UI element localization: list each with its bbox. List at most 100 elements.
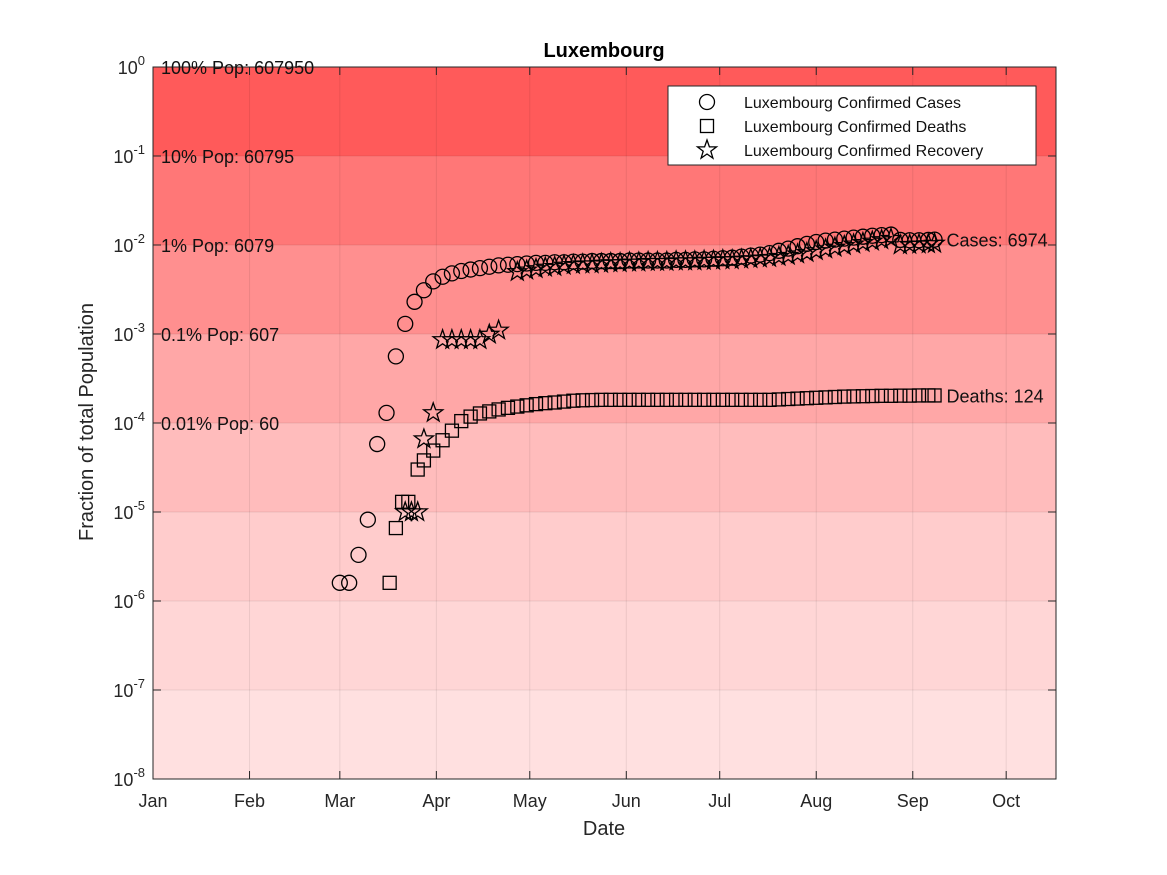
- deaths-point: [547, 395, 562, 410]
- x-tick-label: Aug: [800, 791, 832, 811]
- y-tick-label: 10-6: [113, 587, 145, 612]
- recovery-point: [552, 253, 576, 276]
- deaths-point: [846, 389, 861, 404]
- deaths-point: [500, 400, 516, 415]
- deaths-point: [753, 392, 768, 408]
- recovery-point: [814, 237, 837, 259]
- band-label: 0.1% Pop: 607: [161, 325, 279, 345]
- recovery-point: [655, 249, 679, 272]
- deaths-point: [865, 388, 880, 404]
- band-6: [153, 601, 1056, 690]
- y-tick-label: 10-8: [113, 765, 145, 790]
- recovery-point: [823, 235, 847, 258]
- cases-point: [350, 546, 367, 564]
- cases-point: [462, 261, 479, 278]
- cases-point: [415, 282, 433, 299]
- deaths-point: [650, 392, 665, 408]
- recovery-point: [421, 400, 445, 423]
- series-square: [382, 388, 942, 590]
- cases-point: [406, 293, 423, 310]
- deaths-point: [388, 520, 404, 536]
- deaths-point: [538, 396, 553, 411]
- deaths-point: [799, 391, 815, 406]
- deaths-point: [911, 388, 927, 403]
- legend-box: [667, 85, 1037, 166]
- legend-marker-square: [699, 118, 715, 134]
- band-7: [153, 690, 1056, 779]
- deaths-point: [510, 399, 525, 414]
- cases-point: [387, 348, 405, 365]
- population-bands: [153, 67, 1056, 779]
- x-axis-label: Date: [583, 818, 625, 840]
- deaths-point: [790, 391, 805, 406]
- deaths-point: [883, 388, 899, 403]
- x-tick-label: Jan: [138, 791, 167, 811]
- deaths-point: [725, 392, 740, 408]
- y-tick-label: 10-3: [113, 320, 145, 345]
- recovery-point: [860, 229, 884, 252]
- recovery-point: [608, 250, 632, 273]
- y-tick-label: 10-2: [113, 231, 145, 256]
- data-marks: [331, 226, 946, 591]
- band-3: [153, 334, 1056, 423]
- recovery-point: [505, 259, 529, 282]
- recovery-point: [851, 230, 875, 253]
- recovery-point: [487, 318, 510, 341]
- end-labels: Cases: 6974 Deaths: 124: [947, 231, 1048, 407]
- recovery-point: [399, 500, 423, 522]
- cases-point: [359, 511, 377, 528]
- recovery-point: [406, 500, 430, 522]
- x-tick-label: Sep: [897, 791, 929, 811]
- end-label: Deaths: 124: [947, 386, 1044, 406]
- recovery-point: [590, 251, 613, 274]
- band-label: 10% Pop: 60795: [161, 147, 294, 167]
- y-tick-label: 10-1: [113, 142, 145, 167]
- recovery-point: [477, 322, 501, 345]
- cases-point: [369, 435, 386, 453]
- deaths-point: [855, 389, 871, 404]
- recovery-point: [627, 250, 651, 272]
- y-tick-label: 10-4: [113, 409, 145, 434]
- x-tick-label: Apr: [422, 791, 450, 811]
- band-2: [153, 245, 1056, 334]
- deaths-point: [426, 443, 441, 458]
- cases-point: [499, 256, 517, 273]
- legend-label: Luxembourg Confirmed Cases: [744, 95, 961, 112]
- deaths-point: [566, 393, 581, 408]
- recovery-point: [842, 232, 865, 254]
- recovery-point: [524, 256, 548, 279]
- deaths-point: [454, 413, 469, 429]
- deaths-point: [472, 406, 488, 421]
- deaths-point: [678, 392, 693, 408]
- deaths-point: [382, 575, 397, 590]
- deaths-point: [482, 404, 497, 419]
- x-tick-label: Feb: [234, 791, 265, 811]
- recovery-point: [767, 244, 791, 267]
- legend-marker-star: [695, 138, 719, 160]
- x-tick-label: Jul: [708, 791, 731, 811]
- band-4: [153, 423, 1056, 512]
- recovery-point: [468, 327, 492, 350]
- cases-point: [341, 574, 358, 591]
- deaths-point: [734, 392, 749, 408]
- deaths-point: [631, 392, 646, 408]
- deaths-point: [837, 389, 852, 404]
- band-label: 100% Pop: 607950: [161, 58, 314, 78]
- x-tick-label: Mar: [324, 791, 355, 811]
- deaths-point: [706, 392, 721, 408]
- x-tick-label: Jun: [612, 791, 641, 811]
- recovery-point: [923, 231, 946, 254]
- deaths-point: [519, 398, 534, 413]
- axis-ticks: Jan Feb Mar Apr May Jun Jul Aug Sep Oct 100 10-1 10-…: [113, 53, 1056, 811]
- band-1: [153, 156, 1056, 245]
- deaths-point: [809, 390, 824, 405]
- recovery-point: [795, 240, 819, 263]
- band-5: [153, 512, 1056, 601]
- cases-point: [378, 404, 395, 422]
- deaths-point: [687, 392, 702, 408]
- recovery-point: [720, 247, 744, 270]
- band-label: 0.01% Pop: 60: [161, 414, 279, 434]
- cases-point: [397, 315, 414, 333]
- cases-point: [425, 273, 442, 290]
- deaths-point: [612, 392, 628, 408]
